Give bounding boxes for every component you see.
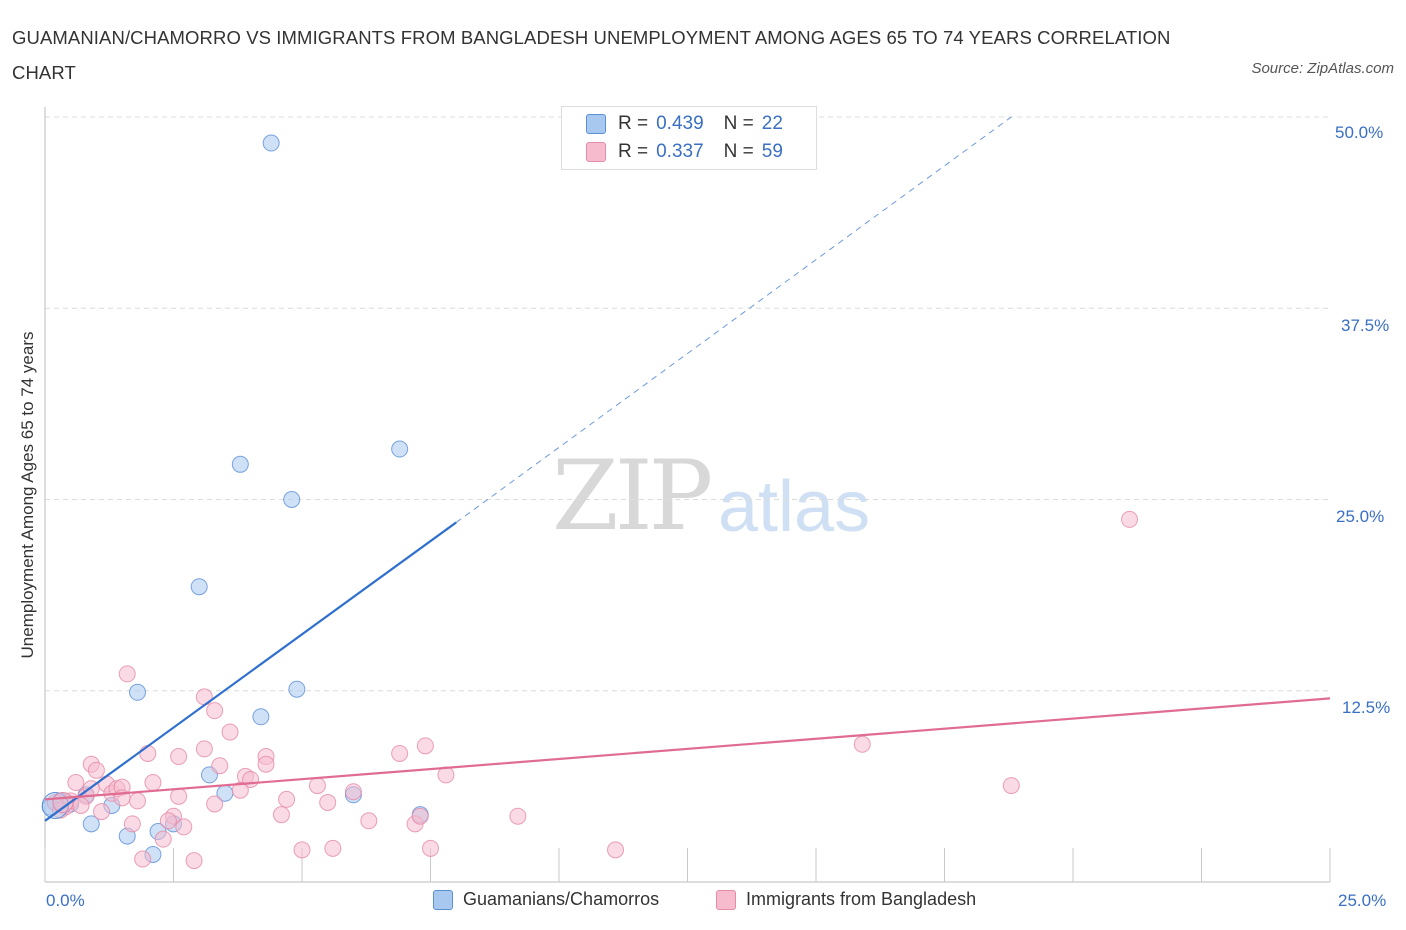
data-point <box>170 787 188 805</box>
y-tick-label: 25.0% <box>1336 507 1385 526</box>
data-point <box>288 680 306 698</box>
data-point <box>293 841 311 859</box>
y-tick-label: 12.5% <box>1342 698 1391 717</box>
data-point <box>391 440 409 458</box>
legend-n-label: N = <box>723 113 754 134</box>
legend-r-value: 0.337 <box>656 141 704 162</box>
data-point <box>139 744 157 762</box>
legend-swatch-blue <box>433 889 453 910</box>
data-point <box>416 737 434 755</box>
y-tick-label: 37.5% <box>1341 316 1390 335</box>
data-point <box>123 815 141 833</box>
data-point <box>82 815 100 833</box>
legend-row-guamanian: R = 0.439 N = 22 <box>586 112 783 136</box>
legend-row-bangladesh: R = 0.337 N = 59 <box>586 140 783 164</box>
data-point <box>129 683 147 701</box>
legend-label: Guamanians/Chamorros <box>463 889 660 909</box>
data-point <box>87 761 105 779</box>
x-tick-label-max: 25.0% <box>1338 891 1387 910</box>
data-point <box>272 806 290 824</box>
data-point <box>154 830 172 848</box>
data-point <box>308 777 326 795</box>
data-point <box>1002 777 1020 795</box>
data-point <box>360 812 378 830</box>
data-point <box>170 748 188 766</box>
data-point <box>221 723 239 741</box>
trend-line-bangladesh <box>44 697 1331 801</box>
data-point <box>411 807 429 825</box>
data-point <box>262 134 280 152</box>
legend-swatch-pink <box>716 889 736 910</box>
y-tick-label: 50.0% <box>1335 123 1384 142</box>
legend-n-value: 59 <box>761 141 783 162</box>
data-point <box>134 850 152 868</box>
data-point <box>319 793 337 811</box>
legend-swatch-blue <box>586 114 606 134</box>
data-point <box>231 455 249 473</box>
legend-n-value: 22 <box>761 113 783 134</box>
legend-n-label: N = <box>723 141 754 162</box>
data-point <box>278 790 296 808</box>
trend-line-guamanian <box>44 521 457 822</box>
data-point <box>257 755 275 773</box>
watermark-atlas: atlas <box>718 467 871 547</box>
source-label: Source: ZipAtlas.com <box>1251 60 1394 77</box>
data-point <box>159 812 177 830</box>
data-point <box>607 841 625 859</box>
data-point <box>185 852 203 870</box>
data-point <box>144 774 162 792</box>
data-point <box>195 740 213 758</box>
x-tick-label-min: 0.0% <box>46 891 85 910</box>
legend-r-label: R = <box>618 141 649 162</box>
data-point <box>853 735 871 753</box>
watermark-zip: ZIP <box>552 440 713 552</box>
legend-label: Immigrants from Bangladesh <box>746 889 977 909</box>
data-point <box>206 702 224 720</box>
data-point <box>509 807 527 825</box>
legend-r-label: R = <box>618 113 649 134</box>
data-point <box>118 665 136 683</box>
data-point <box>93 803 111 821</box>
data-point <box>344 783 362 801</box>
legend-r-value: 0.439 <box>656 113 704 134</box>
data-point <box>391 744 409 762</box>
data-point <box>129 792 147 810</box>
data-point <box>175 818 193 836</box>
data-point <box>190 578 208 596</box>
legend-item-bangladesh: Immigrants from Bangladesh <box>716 889 976 910</box>
data-point <box>206 795 224 813</box>
data-point <box>231 781 249 799</box>
legend-item-guamanians: Guamanians/Chamorros <box>433 889 659 910</box>
data-point <box>67 774 85 792</box>
trend-line-guamanian-extension <box>455 116 1012 523</box>
data-point <box>211 757 229 775</box>
legend-swatch-pink <box>586 142 606 162</box>
data-point <box>324 839 342 857</box>
correlation-legend: R = 0.439 N = 22 R = 0.337 N = 59 <box>561 106 817 170</box>
data-point <box>252 708 270 726</box>
data-point <box>1121 510 1139 528</box>
data-point <box>283 491 301 508</box>
data-point <box>422 839 439 857</box>
chart-title: GUAMANIAN/CHAMORRO VS IMMIGRANTS FROM BA… <box>12 27 1171 83</box>
